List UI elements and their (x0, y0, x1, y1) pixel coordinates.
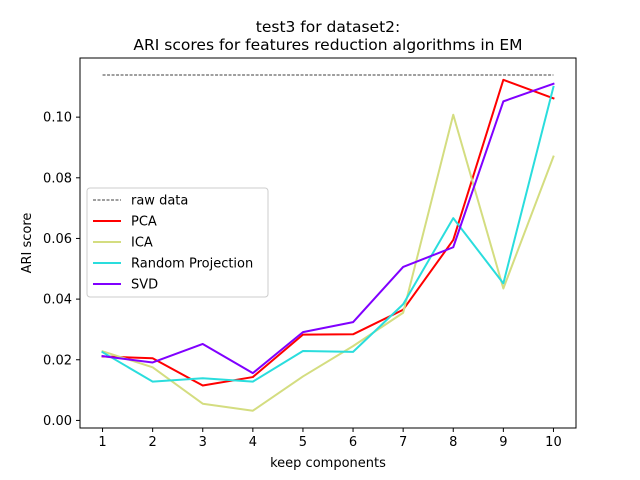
legend-entry-label: SVD (131, 278, 158, 293)
x-tick-label: 5 (299, 435, 307, 450)
chart-title-line1: test3 for dataset2: (256, 18, 400, 36)
y-tick-label: 0.02 (43, 353, 72, 368)
y-tick-label: 0.08 (43, 171, 72, 186)
legend-box (86, 187, 269, 298)
series-line-random-projection (101, 85, 555, 383)
x-axis-ticks: 1 2 3 4 5 6 7 8 9 10 (98, 428, 562, 450)
x-tick-label: 3 (199, 435, 207, 450)
y-tick-label: 0.00 (43, 414, 72, 429)
x-tick-label: 7 (399, 435, 407, 450)
series-line-pca (101, 78, 555, 387)
legend-entry-label: PCA (131, 215, 157, 230)
chart-title-line2: ARI scores for features reduction algori… (133, 36, 522, 54)
x-tick-label: 8 (449, 435, 457, 450)
y-axis-label: ARI score (20, 213, 35, 274)
legend: raw data PCA ICA Random Projection SVD (86, 187, 269, 298)
y-tick-label: 0.04 (43, 293, 72, 308)
legend-entry-label: ICA (131, 236, 153, 251)
series-line-ica (101, 113, 555, 412)
x-tick-label: 6 (349, 435, 357, 450)
y-tick-label: 0.06 (43, 232, 72, 247)
x-tick-label: 4 (249, 435, 257, 450)
y-tick-label: 0.10 (43, 111, 72, 126)
y-axis-ticks: 0.00 0.02 0.04 0.06 0.08 0.10 (43, 111, 80, 429)
x-tick-label: 10 (545, 435, 562, 450)
x-tick-label: 2 (149, 435, 157, 450)
legend-entry-label: Random Projection (131, 257, 253, 272)
x-axis-label: keep components (270, 456, 386, 471)
series-line-svd (101, 82, 555, 375)
plot-area (101, 74, 555, 412)
x-tick-label: 9 (499, 435, 507, 450)
axes-frame (79, 57, 577, 429)
legend-entry-label: raw data (131, 194, 188, 209)
x-tick-label: 1 (98, 435, 106, 450)
